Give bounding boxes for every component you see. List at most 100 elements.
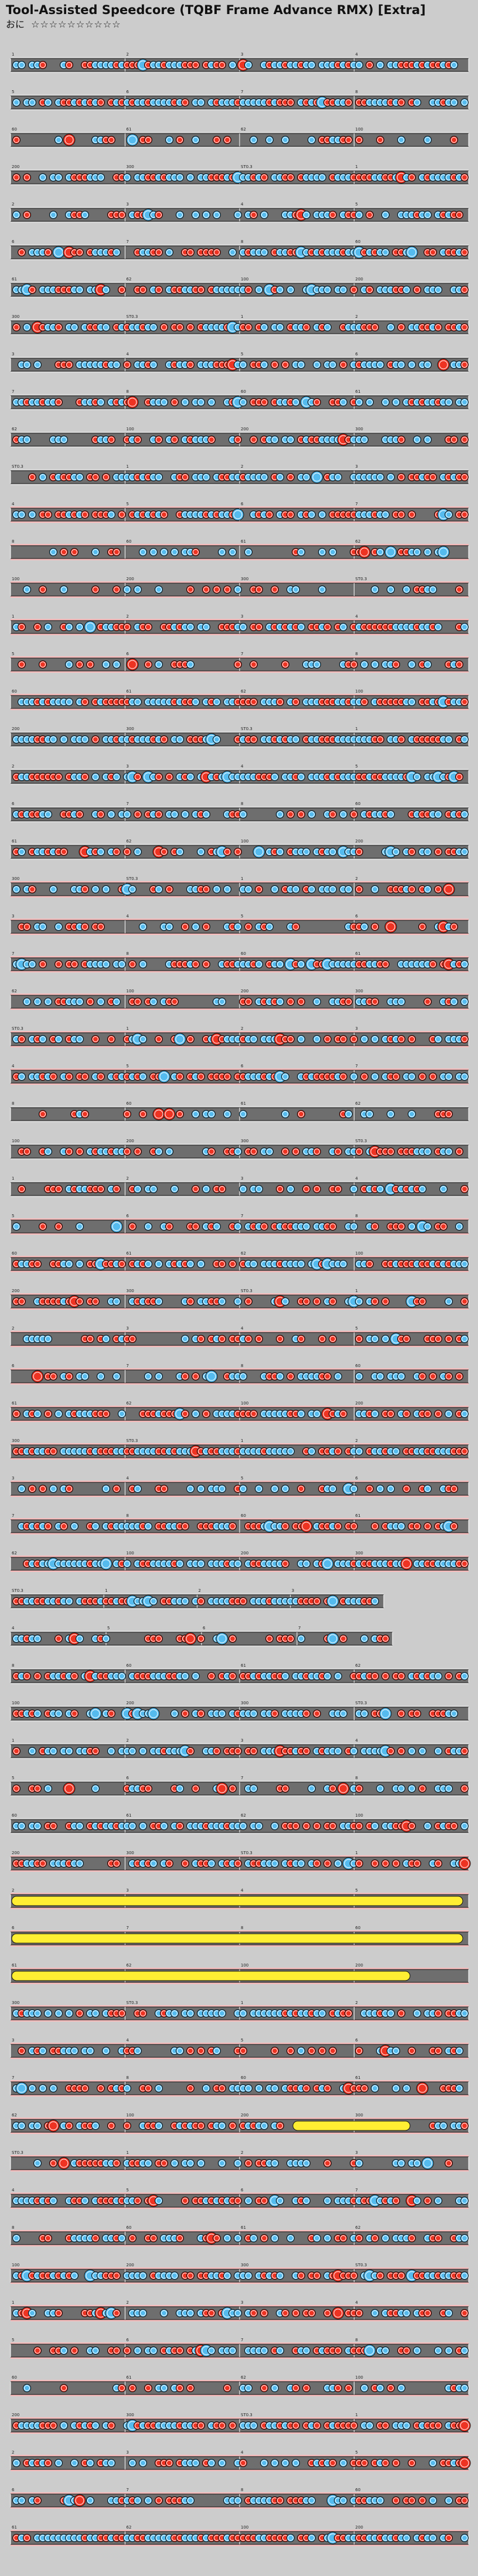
measure-number-label: 60 <box>12 689 17 694</box>
measure-number-label: 61 <box>12 839 17 844</box>
measure-number-label: 7 <box>356 1064 358 1068</box>
measure-number-label: 62 <box>356 539 361 544</box>
measure-number-label: 100 <box>241 1401 248 1406</box>
note-rim <box>330 212 336 218</box>
measure-number-label: 3 <box>127 764 129 769</box>
measure-number-label: ST0.3 <box>12 464 23 469</box>
note-rim <box>245 62 251 68</box>
measure-number-label: 4 <box>127 914 129 919</box>
note-rim <box>29 287 35 293</box>
measure-number-label: 4 <box>356 52 358 57</box>
note-rim <box>282 137 288 143</box>
note-rim <box>214 212 220 218</box>
note-rim <box>356 62 362 68</box>
measure-number-label: 200 <box>356 277 363 282</box>
measure-number-label: 62 <box>12 427 17 431</box>
measure-number-label: 8 <box>356 90 358 94</box>
note-rim <box>177 212 183 218</box>
note-rim <box>456 212 462 218</box>
measure-number-label: 200 <box>127 577 134 581</box>
note-rim <box>235 212 241 218</box>
note-rim <box>288 174 293 180</box>
measure-number-label: 4 <box>127 352 129 357</box>
measure-number-label: ST0.3 <box>241 727 252 731</box>
measure-number-label: ST0.3 <box>241 1289 252 1293</box>
measure-number-label: 61 <box>12 277 17 282</box>
measure-number-label: 5 <box>356 1326 358 1331</box>
measure-number-label: 4 <box>241 764 244 769</box>
measure-number-label: 8 <box>12 539 14 544</box>
measure-number-label: 3 <box>127 1326 129 1331</box>
note-rim <box>145 137 151 143</box>
note-rim <box>367 62 373 68</box>
measure-number-label: 62 <box>127 839 132 844</box>
note-rim <box>114 249 120 255</box>
measure-number-label: 4 <box>12 1064 15 1068</box>
measure-number-label: ST0.3 <box>127 1438 138 1443</box>
measure-number-label: 1 <box>12 52 14 57</box>
note-rim <box>198 100 204 105</box>
measure-number-label: 7 <box>12 389 14 394</box>
measure-number-label: 200 <box>12 1289 19 1293</box>
note-rim <box>177 137 183 143</box>
measure-number-label: 1 <box>127 1026 129 1031</box>
measure-number-label: 61 <box>356 951 361 956</box>
measure-number-label: 300 <box>127 1289 134 1293</box>
measure-number-label: 200 <box>12 165 19 169</box>
measure-number-label: 7 <box>12 951 14 956</box>
measure-number-label: 2 <box>356 876 358 881</box>
measure-number-label: 7 <box>12 1513 14 1518</box>
measure-number-label: 2 <box>127 1176 129 1181</box>
measure-number-label: 60 <box>356 1364 361 1368</box>
measure-number-label: 2 <box>127 52 129 57</box>
note-rim <box>13 100 19 105</box>
measure-number-label: 100 <box>241 277 248 282</box>
measure-number-label: 5 <box>241 1476 243 1481</box>
measure-number-label: 62 <box>12 989 17 994</box>
measure-number-label: 300 <box>356 989 363 994</box>
measure-number-label: 1 <box>241 876 243 881</box>
measure-number-label: 3 <box>356 1026 358 1031</box>
note-rim <box>64 135 74 145</box>
measure-number-label: 6 <box>241 1064 244 1068</box>
measure-number-label: 2 <box>241 1026 243 1031</box>
measure-number-label: 5 <box>127 1064 129 1068</box>
note-rim <box>462 249 467 255</box>
note-rim <box>214 137 220 143</box>
note-rim <box>261 212 267 218</box>
measure-number-label: 60 <box>356 801 361 806</box>
note-rim <box>166 137 172 143</box>
measure-number-label: 100 <box>241 839 248 844</box>
note-rim <box>124 174 130 180</box>
measure-number-label: 61 <box>12 1401 17 1406</box>
note-rim <box>177 174 183 180</box>
note-rim <box>13 174 19 180</box>
note-rim <box>24 212 30 218</box>
note-rim <box>356 212 362 218</box>
note-rim <box>119 212 125 218</box>
measure-number-label: 200 <box>356 839 363 844</box>
measure-number-label: 60 <box>241 951 246 956</box>
measure-number-label: 8 <box>12 1101 14 1106</box>
measure-number-label: 200 <box>12 727 19 731</box>
difficulty-stars: ☆☆☆☆☆☆☆☆☆☆ <box>31 19 121 30</box>
measure-number-label: 5 <box>12 652 14 656</box>
note-rim <box>98 174 104 180</box>
measure-number-label: 300 <box>356 1551 363 1556</box>
measure-number-label: 8 <box>241 1364 243 1368</box>
note-rim <box>13 137 19 143</box>
measure-number-label: 6 <box>127 90 129 94</box>
note-rim <box>56 137 62 143</box>
note-rim <box>224 137 230 143</box>
note-rim <box>261 174 267 180</box>
note-rim <box>40 62 46 68</box>
measure-number-label: 6 <box>356 1476 358 1481</box>
measure-number-label: 6 <box>12 239 15 244</box>
measure-number-label: 3 <box>12 914 14 919</box>
measure-number-label: 2 <box>127 614 129 619</box>
measure-number-label: 100 <box>356 1251 363 1256</box>
measure-number-label: 1 <box>12 1176 14 1181</box>
note-rim <box>187 249 193 255</box>
note-rim <box>19 62 25 68</box>
measure-number-label: 4 <box>12 502 15 506</box>
